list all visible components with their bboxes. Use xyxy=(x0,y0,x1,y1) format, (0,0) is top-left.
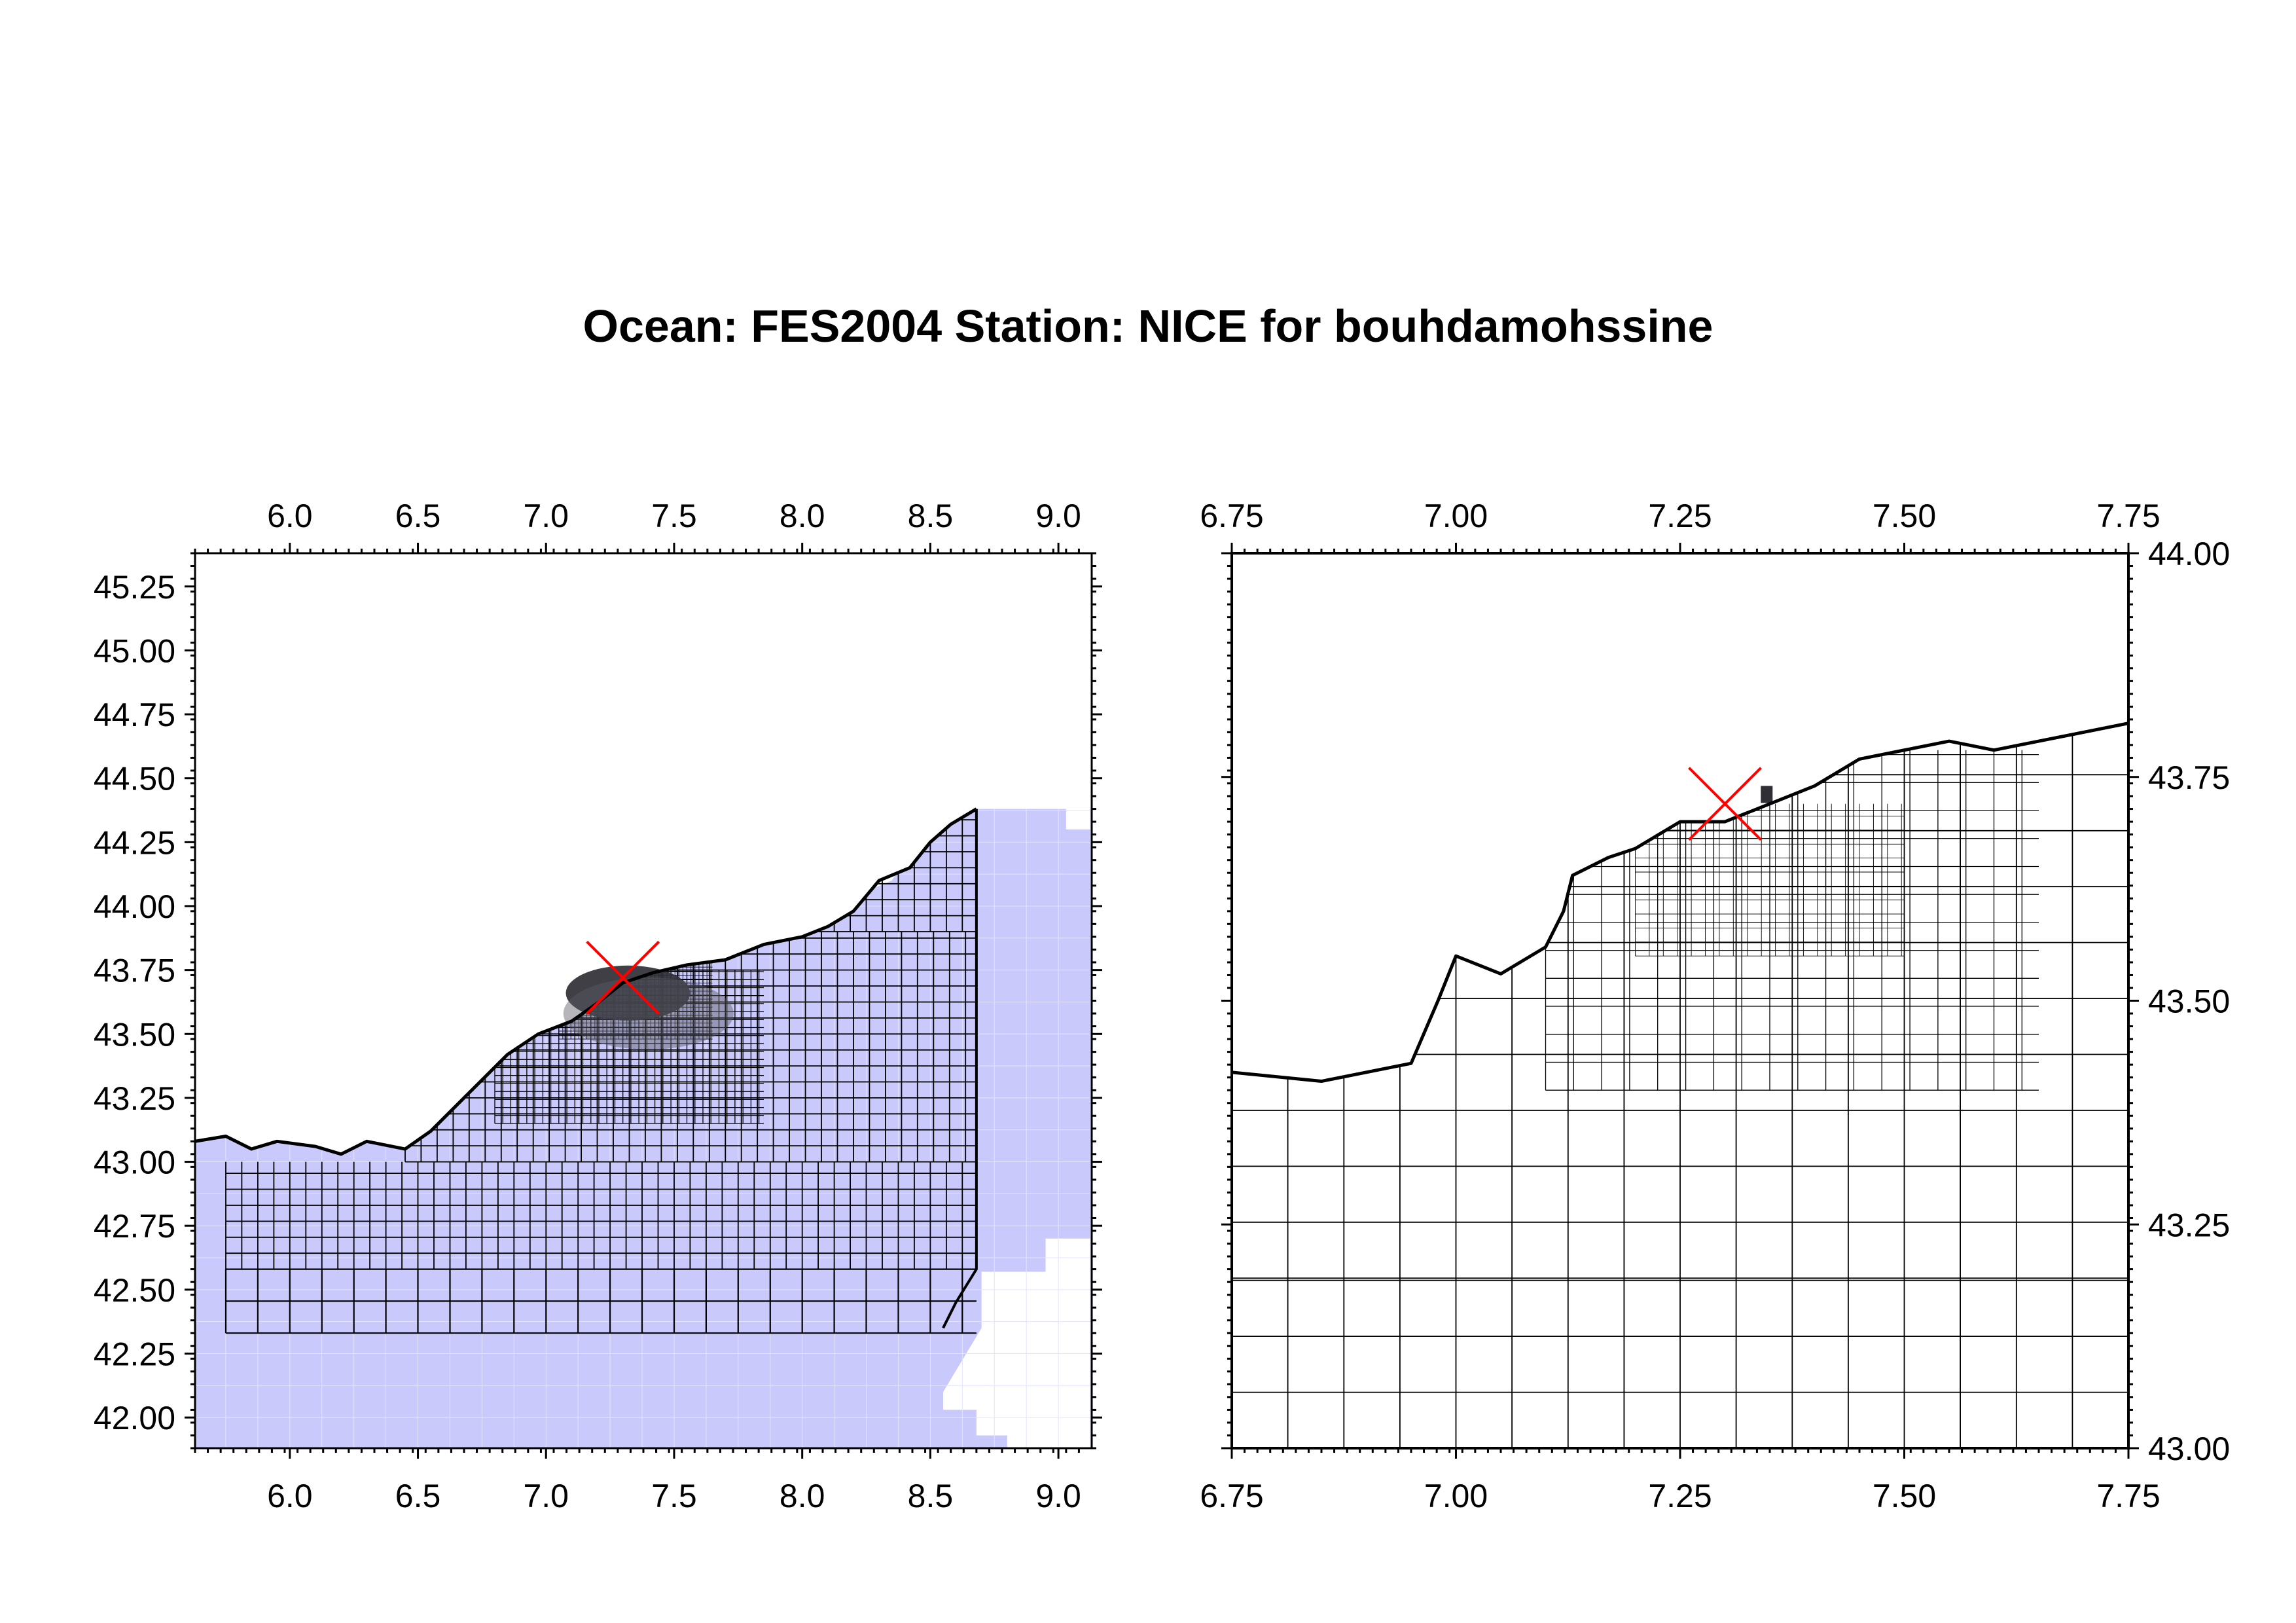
lon-tick-label-top: 7.50 xyxy=(1873,498,1936,534)
lon-tick-label-top: 7.75 xyxy=(2096,498,2160,534)
lat-tick-label: 42.50 xyxy=(94,1272,175,1309)
dense-mesh-area xyxy=(1761,786,1773,803)
lon-tick-label-top: 7.0 xyxy=(523,498,569,534)
lon-tick-label-top: 8.0 xyxy=(780,498,825,534)
coastline xyxy=(1232,721,2128,1084)
lon-tick-label-bottom: 7.50 xyxy=(1873,1478,1936,1514)
lon-tick-label-bottom: 8.5 xyxy=(908,1478,954,1514)
lat-tick-label: 44.50 xyxy=(94,761,175,797)
lon-tick-label-bottom: 8.0 xyxy=(780,1478,825,1514)
mesh-block xyxy=(1232,1278,2128,1448)
axis-ticks xyxy=(185,543,1102,1459)
lon-tick-label-bottom: 6.0 xyxy=(267,1478,313,1514)
lat-tick-label: 43.00 xyxy=(94,1144,175,1181)
lat-tick-label: 44.00 xyxy=(2148,536,2230,572)
lon-tick-label-top: 7.25 xyxy=(1648,498,1712,534)
lat-tick-label: 42.25 xyxy=(94,1336,175,1372)
land-mask xyxy=(1232,553,2128,1082)
station-marker xyxy=(586,940,660,1015)
lon-tick-label-bottom: 9.0 xyxy=(1035,1478,1081,1514)
mesh-block xyxy=(225,1161,977,1270)
lon-tick-label-top: 8.5 xyxy=(908,498,954,534)
lon-tick-label-bottom: 6.5 xyxy=(395,1478,441,1514)
axis-ticks xyxy=(1221,543,2139,1459)
lat-tick-label: 43.25 xyxy=(94,1080,175,1117)
lat-tick-label: 44.75 xyxy=(94,697,175,733)
lon-tick-label-bottom: 7.25 xyxy=(1648,1478,1712,1514)
lat-tick-label: 44.25 xyxy=(94,824,175,861)
lon-tick-label-top: 6.5 xyxy=(395,498,441,534)
mesh-cells xyxy=(1232,723,2128,1448)
station-marker xyxy=(1688,767,1762,841)
model-grid-region xyxy=(195,796,1092,1448)
lat-tick-label: 43.25 xyxy=(2148,1207,2230,1243)
lon-tick-label-top: 7.5 xyxy=(651,498,697,534)
east-coastline xyxy=(942,809,978,1329)
lat-tick-label: 45.25 xyxy=(94,569,175,606)
mesh-block xyxy=(224,1268,977,1334)
overview-map: 6.0 6.0 6.5 6.5 7.0 7.0 7.5 7.5 8.0 8.0 8.5 8.5 9.0 9… xyxy=(94,498,1102,1514)
lat-tick-label: 43.50 xyxy=(94,1016,175,1053)
page-title: Ocean: FES2004 Station: NICE for bouhdam… xyxy=(583,301,1713,352)
lon-tick-label-bottom: 7.0 xyxy=(523,1478,569,1514)
lat-tick-label: 44.00 xyxy=(94,888,175,925)
lon-tick-label-bottom: 7.75 xyxy=(2096,1478,2160,1514)
lon-tick-label-bottom: 7.5 xyxy=(651,1478,697,1514)
detail-map: 6.75 6.75 7.00 7.00 7.25 7.25 7.50 7.50 7.75 7.75… xyxy=(1200,498,2230,1514)
lat-tick-label: 42.75 xyxy=(94,1208,175,1245)
lat-tick-label: 43.00 xyxy=(2148,1431,2230,1467)
mesh-block xyxy=(1635,803,1905,957)
land-mask xyxy=(195,553,1092,1154)
lat-tick-label: 45.00 xyxy=(94,632,175,669)
lon-tick-label-top: 6.75 xyxy=(1200,498,1263,534)
lon-tick-label-top: 7.00 xyxy=(1424,498,1488,534)
lat-tick-label: 43.50 xyxy=(2148,983,2230,1020)
lon-tick-label-bottom: 7.00 xyxy=(1424,1478,1488,1514)
lat-tick-label: 43.75 xyxy=(94,953,175,989)
dense-mesh-area xyxy=(565,965,691,1021)
lon-tick-label-top: 6.0 xyxy=(267,498,313,534)
lon-tick-label-bottom: 6.75 xyxy=(1200,1478,1263,1514)
lat-tick-label: 42.00 xyxy=(94,1400,175,1436)
lon-tick-label-top: 9.0 xyxy=(1035,498,1081,534)
lat-tick-label: 43.75 xyxy=(2148,759,2230,796)
